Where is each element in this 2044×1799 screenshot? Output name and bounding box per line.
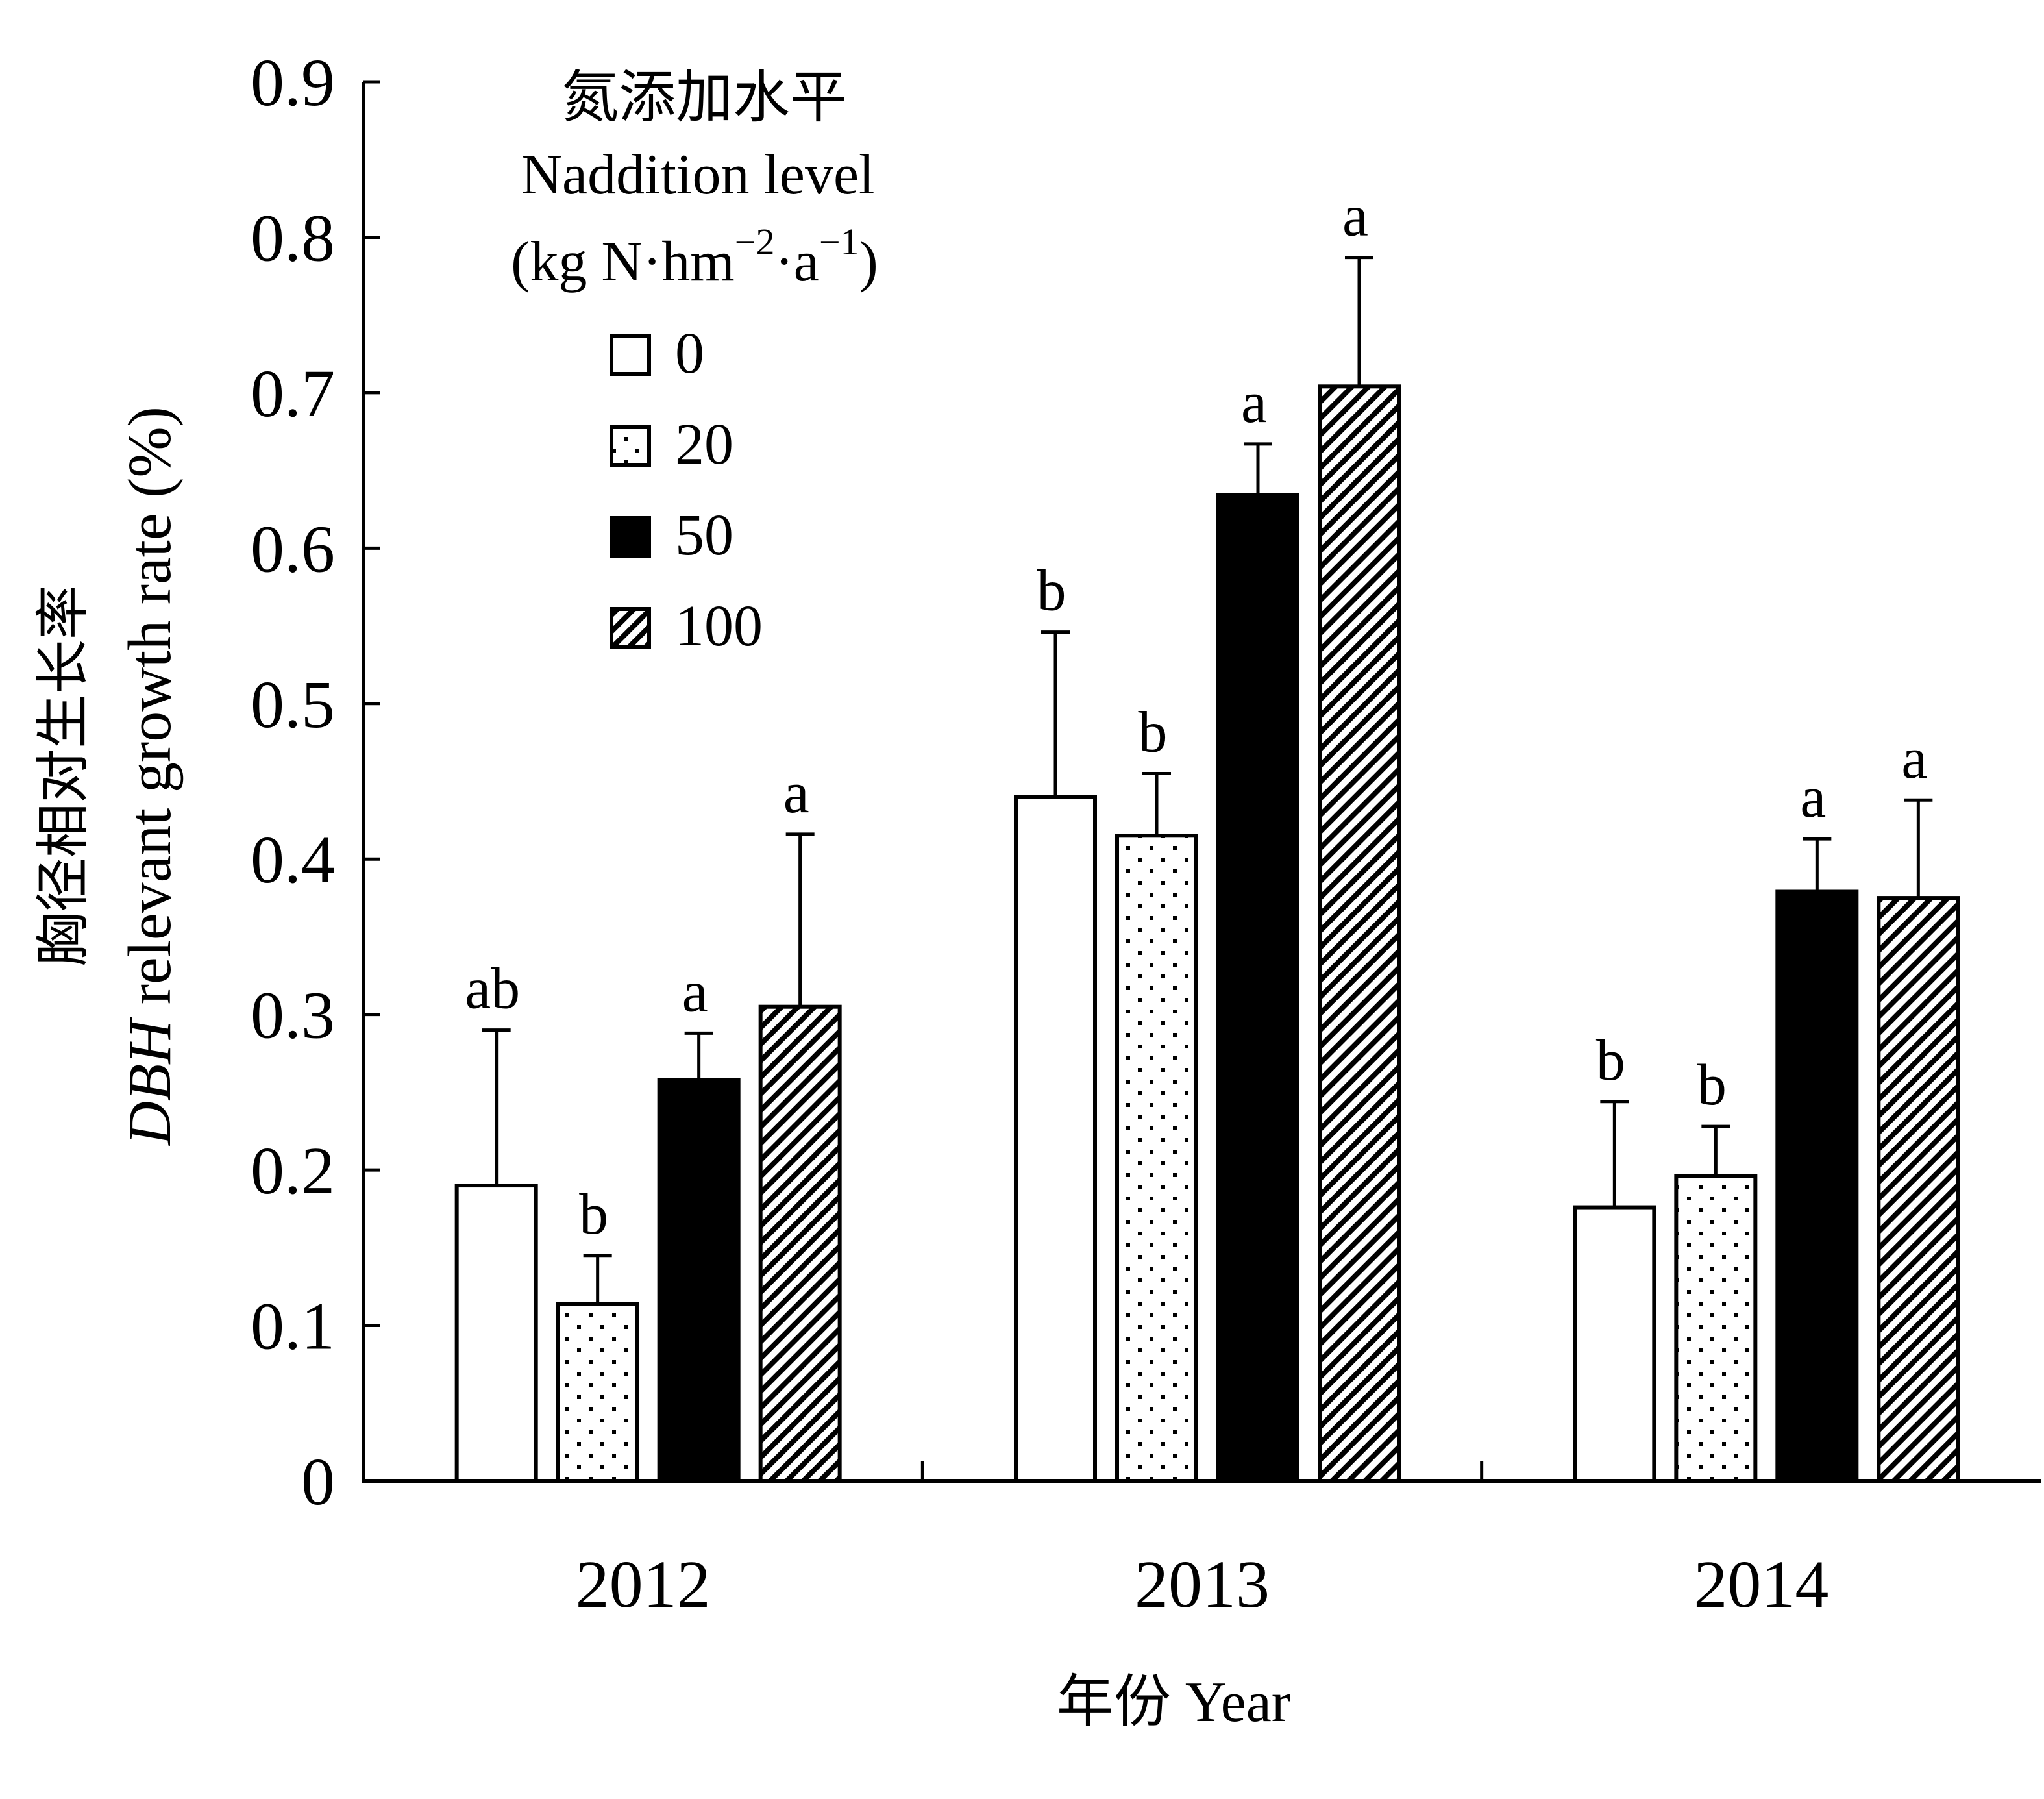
legend-items: 0 20 50 100	[610, 321, 763, 658]
y-axis-label-dbh: DBH	[116, 1017, 184, 1147]
y-tick-label-9: 0.9	[251, 45, 335, 120]
y-tick-label-4: 0.4	[251, 823, 335, 897]
sig-label-2012-20: b	[579, 1182, 608, 1247]
legend-title-cn: 氮添加水平	[561, 67, 847, 130]
y-axis-label-en: DBH relevant growth rate (%)	[116, 406, 184, 1147]
error-bar-2014-100	[1904, 798, 1933, 899]
error-bar-2013-0	[1041, 630, 1070, 797]
y-tick-label-6: 0.6	[251, 512, 335, 586]
y-tick-label-7: 0.7	[251, 356, 335, 431]
legend-swatch-0	[610, 334, 651, 376]
bar-2014-20	[1674, 1174, 1758, 1483]
y-axis-label-cn: 胸径相对生长率	[34, 585, 94, 967]
y-axis-label-rest: relevant growth rate (%)	[116, 406, 184, 1020]
sig-label-2012-50: a	[682, 960, 708, 1024]
error-bar-2013-50	[1244, 442, 1272, 495]
sig-label-2014-50: a	[1800, 765, 1826, 830]
legend-label-0: 0	[675, 321, 704, 386]
bar-2012-50	[657, 1078, 741, 1483]
y-tick-label-1: 0.1	[251, 1289, 335, 1364]
sig-label-2014-100: a	[1901, 726, 1927, 791]
error-bar-2014-20	[1701, 1124, 1730, 1176]
y-axis-label: 胸径相对生长率	[34, 585, 94, 967]
error-bars-group	[482, 256, 1933, 1304]
y-tick-label-2: 0.2	[251, 1134, 335, 1208]
bar-2012-20	[556, 1302, 639, 1483]
sig-label-2013-100: a	[1342, 184, 1368, 249]
legend-label-100: 100	[675, 594, 763, 658]
y-axis-ticks: 0 0.1 0.2 0.3 0.4 0.5 0.6 0.7 0.8 0.9	[251, 45, 380, 1519]
error-bar-2012-50	[684, 1031, 713, 1080]
bar-2013-100	[1318, 384, 1401, 1483]
legend-title-unit: (kg N·hm−2·a−1)	[511, 221, 878, 293]
category-label-2012: 2012	[576, 1547, 711, 1622]
sig-label-2013-50: a	[1241, 371, 1267, 435]
bar-2013-50	[1216, 493, 1299, 1483]
legend-swatch-20	[610, 425, 651, 467]
bar-2014-50	[1775, 889, 1859, 1483]
legend-title-en: Naddition level	[521, 143, 875, 206]
bar-2013-20	[1115, 834, 1198, 1483]
error-bar-2013-20	[1142, 772, 1171, 836]
bar-2012-100	[758, 1004, 842, 1483]
y-tick-label-3: 0.3	[251, 978, 335, 1053]
legend-label-20: 20	[675, 412, 733, 477]
legend-swatch-50	[610, 516, 651, 558]
error-bar-2014-50	[1803, 837, 1832, 892]
error-bar-2013-100	[1345, 256, 1373, 387]
y-tick-label-0: 0	[301, 1445, 335, 1519]
x-axis-label: 年份 Year	[1057, 1671, 1290, 1734]
sig-label-2013-0: b	[1037, 559, 1066, 623]
error-bar-2012-100	[785, 832, 815, 1007]
sig-label-2014-20: b	[1697, 1053, 1727, 1117]
legend-unit-c: )	[859, 230, 878, 293]
category-label-2014: 2014	[1693, 1547, 1829, 1622]
bar-2014-0	[1573, 1205, 1656, 1483]
sig-label-2012-0: ab	[465, 957, 520, 1021]
x-axis-ticks	[920, 1461, 1484, 1481]
error-bar-2012-20	[583, 1254, 612, 1304]
error-bar-2012-0	[482, 1028, 511, 1186]
legend-swatch-100	[610, 607, 651, 649]
bar-2013-0	[1014, 795, 1097, 1483]
y-tick-label-5: 0.5	[251, 667, 335, 742]
sig-label-2013-20: b	[1139, 701, 1168, 765]
bar-2012-0	[454, 1184, 538, 1483]
y-axis-label-en-group: DBH relevant growth rate (%)	[116, 406, 184, 1147]
legend-unit-sup2: −1	[819, 221, 859, 263]
legend-label-50: 50	[675, 503, 733, 567]
legend: 氮添加水平 Naddition level (kg N·hm−2·a−1) 0 2…	[511, 67, 878, 658]
sig-label-2014-0: b	[1596, 1028, 1625, 1093]
legend-unit-sup1: −2	[735, 221, 775, 263]
category-label-2013: 2013	[1135, 1547, 1270, 1622]
category-labels-group: 2012 2013 2014	[576, 1547, 1829, 1622]
legend-unit-b: ·a	[774, 230, 819, 293]
bar-2014-100	[1877, 896, 1960, 1483]
error-bar-2014-0	[1600, 1100, 1629, 1208]
y-tick-label-8: 0.8	[251, 201, 335, 275]
bars-group	[454, 384, 1960, 1483]
sig-label-2012-100: a	[783, 761, 809, 825]
legend-unit-a: (kg N·hm	[511, 230, 735, 293]
